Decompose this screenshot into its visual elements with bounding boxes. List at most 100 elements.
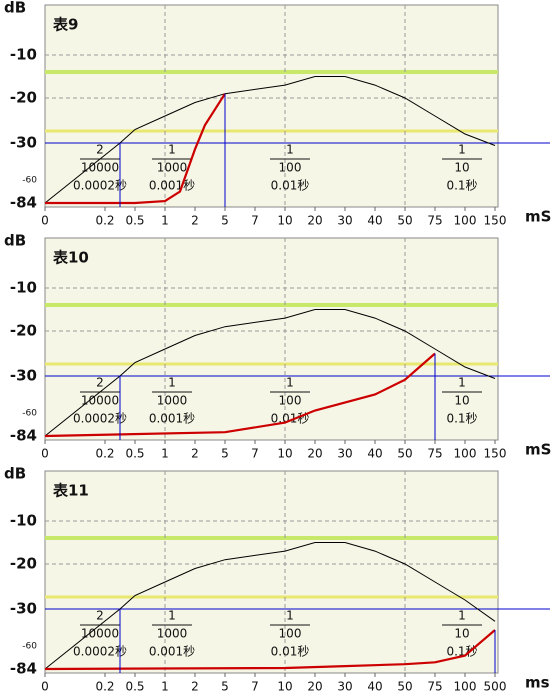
x-tick-label: 20 <box>307 447 322 461</box>
fraction-denominator: 10000 <box>81 627 119 641</box>
x-tick-label: 10 <box>277 447 292 461</box>
y-tick-label: -84 <box>10 660 37 678</box>
plot-area <box>44 4 499 208</box>
x-axis-label: ms <box>525 674 550 692</box>
x-tick-label: 20 <box>307 214 322 228</box>
x-tick-label: 100 <box>454 214 477 228</box>
y-tick-label: -30 <box>10 367 37 385</box>
x-tick-label: 0.2 <box>95 447 114 461</box>
fraction-numerator: 1 <box>286 609 294 623</box>
annotation-label: 0.001秒 <box>149 179 195 193</box>
y-tick-label: -30 <box>10 134 37 152</box>
fraction-denominator: 1000 <box>157 394 188 408</box>
x-tick-label: 1 <box>161 214 169 228</box>
x-tick-label: 5 <box>221 214 229 228</box>
x-tick-label: 2 <box>191 680 199 694</box>
chart-title: 表11 <box>53 482 89 500</box>
x-tick-label: 500 <box>484 680 507 694</box>
y-tick-label: -10 <box>10 46 37 64</box>
fraction-numerator: 2 <box>96 376 104 390</box>
y-tick-label: -10 <box>10 279 37 297</box>
fraction-numerator: 1 <box>458 143 466 157</box>
series-line <box>45 93 226 205</box>
chart-title: 表10 <box>53 249 89 267</box>
x-tick-label: 75 <box>427 680 442 694</box>
x-tick-label: 100 <box>454 447 477 461</box>
x-tick-label: 0 <box>41 447 49 461</box>
series-line <box>44 309 496 437</box>
x-tick-label: 75 <box>427 447 442 461</box>
fraction-denominator: 10 <box>454 161 469 175</box>
y-tick-label: -30 <box>10 600 37 618</box>
fraction-denominator: 10 <box>454 394 469 408</box>
annotation-label: 0.01秒 <box>271 179 310 193</box>
x-tick-label: 0.2 <box>95 680 114 694</box>
fraction-numerator: 1 <box>458 376 466 390</box>
fraction-denominator: 10000 <box>81 161 119 175</box>
annotation-label: 0.0002秒 <box>73 645 127 659</box>
x-tick-label: 75 <box>427 214 442 228</box>
x-tick-label: 1 <box>161 447 169 461</box>
annotation-label: 0.01秒 <box>271 412 310 426</box>
x-tick-label: 40 <box>367 680 382 694</box>
annotation-label: 0.1秒 <box>446 179 477 193</box>
fraction-denominator: 100 <box>279 161 302 175</box>
x-tick-label: 7 <box>251 680 259 694</box>
fraction-numerator: 1 <box>458 609 466 623</box>
x-tick-label: 150 <box>484 214 507 228</box>
y-tick-label: -20 <box>10 555 37 573</box>
plot-area <box>44 237 499 441</box>
y-axis-label: dB <box>4 232 26 250</box>
y-tick-label: -84 <box>10 427 37 445</box>
series-line <box>44 352 436 438</box>
x-tick-label: 40 <box>367 214 382 228</box>
fraction-denominator: 1000 <box>157 627 188 641</box>
fraction-numerator: 2 <box>96 609 104 623</box>
annotation-label: 0.001秒 <box>149 412 195 426</box>
x-tick-label: 0.2 <box>95 214 114 228</box>
x-tick-label: 50 <box>397 214 412 228</box>
series-line <box>44 629 496 671</box>
x-tick-label: 10 <box>277 214 292 228</box>
annotation-label: 0.1秒 <box>446 645 477 659</box>
fraction-denominator: 10 <box>454 627 469 641</box>
y-axis-label: dB <box>4 465 26 483</box>
annotation-label: 0.0002秒 <box>73 179 127 193</box>
series-line <box>44 76 496 204</box>
annotation-label: 0.1秒 <box>446 412 477 426</box>
x-tick-label: 5 <box>221 447 229 461</box>
annotation-label: 0.01秒 <box>271 645 310 659</box>
fraction-numerator: 1 <box>286 143 294 157</box>
x-tick-label: 50 <box>397 680 412 694</box>
fraction-denominator: 1000 <box>157 161 188 175</box>
x-tick-label: 50 <box>397 447 412 461</box>
y-tick-label: -60 <box>22 409 37 419</box>
x-tick-label: 30 <box>337 447 352 461</box>
x-tick-label: 30 <box>337 680 352 694</box>
x-tick-label: 7 <box>251 447 259 461</box>
x-axis-label: mS <box>525 208 551 226</box>
x-tick-label: 0.5 <box>125 447 144 461</box>
annotation-label: 0.001秒 <box>149 645 195 659</box>
x-tick-label: 2 <box>191 447 199 461</box>
chart-title: 表9 <box>53 16 78 34</box>
fraction-numerator: 2 <box>96 143 104 157</box>
fraction-denominator: 10000 <box>81 394 119 408</box>
x-tick-label: 1 <box>161 680 169 694</box>
x-tick-label: 0.5 <box>125 214 144 228</box>
x-tick-label: 40 <box>367 447 382 461</box>
x-axis-label: mS <box>525 441 551 459</box>
x-tick-label: 0.5 <box>125 680 144 694</box>
plot-area <box>44 470 499 674</box>
y-tick-label: -20 <box>10 322 37 340</box>
x-tick-label: 2 <box>191 214 199 228</box>
y-tick-label: -20 <box>10 89 37 107</box>
x-tick-label: 7 <box>251 214 259 228</box>
y-tick-label: -60 <box>22 642 37 652</box>
annotation-label: 0.0002秒 <box>73 412 127 426</box>
series-line <box>44 542 496 670</box>
y-axis-label: dB <box>4 0 26 17</box>
x-tick-label: 10 <box>277 680 292 694</box>
